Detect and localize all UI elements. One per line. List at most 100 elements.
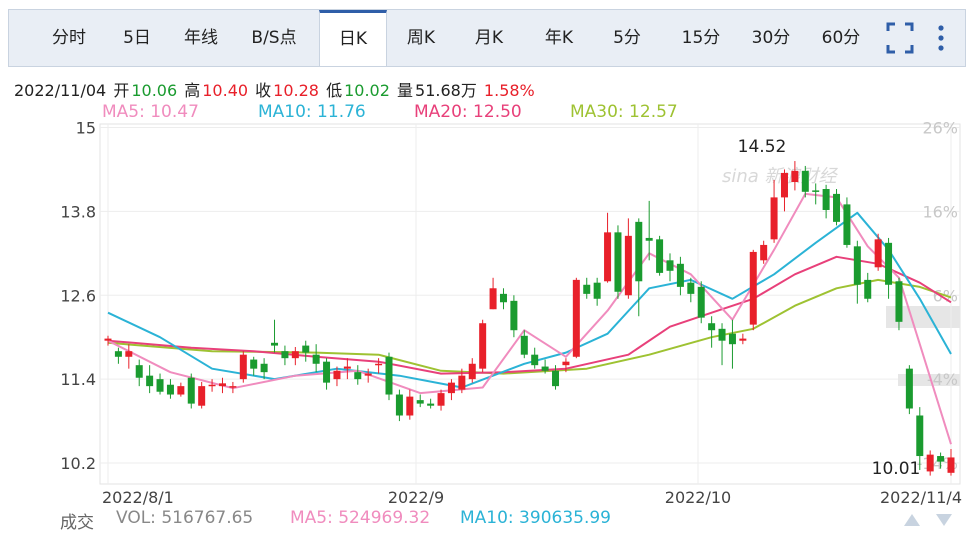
- candle-body: [489, 288, 497, 310]
- quote-summary: 2022/11/04 开 10.06 高 10.40 收 10.28 低 10.02 量…: [14, 77, 537, 101]
- candle: [271, 319, 279, 353]
- tab-yearly-k[interactable]: 年K: [544, 28, 574, 48]
- tab-intraday[interactable]: 分时: [52, 28, 86, 48]
- candle: [593, 277, 601, 306]
- candle: [937, 452, 945, 469]
- candle-body: [614, 232, 622, 292]
- ma20-line: [107, 255, 952, 375]
- price-axis: 15 13.8 12.6 11.4 10.2: [60, 118, 96, 473]
- candle-body: [146, 375, 154, 387]
- candle-body: [708, 323, 716, 331]
- candle-body: [833, 193, 841, 222]
- more-vertical-icon[interactable]: [933, 20, 949, 56]
- candle: [354, 365, 362, 385]
- ma-lines: [107, 192, 952, 445]
- candle-body: [749, 251, 757, 325]
- percent-band: [898, 374, 960, 386]
- tab-60min[interactable]: 60分: [821, 28, 861, 48]
- min-price-label: 10.01: [872, 459, 921, 479]
- price-tick-label: 11.4: [60, 370, 96, 389]
- candle-body: [885, 242, 893, 285]
- candle: [499, 288, 507, 310]
- tab-weekly-k[interactable]: 周K: [406, 28, 436, 48]
- candle: [114, 347, 122, 364]
- candle-body: [333, 370, 341, 380]
- fullscreen-icon[interactable]: [885, 20, 915, 56]
- tab-5day[interactable]: 5日: [123, 28, 151, 48]
- candle-body: [853, 246, 861, 285]
- candle-body: [656, 239, 664, 273]
- tab-monthly-k[interactable]: 月K: [474, 28, 504, 48]
- candle-body: [187, 377, 195, 404]
- candle-body: [323, 361, 331, 383]
- period-tab-bar: 分时 5日 年线 B/S点 日K 周K 月K 年K 5分 15分 30分 60分: [8, 9, 966, 67]
- candle: [218, 377, 226, 394]
- candle: [843, 197, 851, 248]
- price-tick-label: 15: [76, 118, 96, 137]
- vol-ma5: MA5: 524969.32: [290, 508, 431, 528]
- candle-body: [531, 354, 539, 366]
- close-label: 收: [255, 81, 272, 100]
- ma30-line: [107, 278, 952, 375]
- candle-body: [520, 335, 528, 355]
- candle-body: [635, 221, 643, 282]
- tab-daily-k[interactable]: 日K: [319, 10, 387, 66]
- sina-watermark: sina 新浪财经: [722, 166, 839, 187]
- candle-body: [302, 345, 310, 353]
- candle: [562, 358, 570, 373]
- tab-yearline[interactable]: 年线: [184, 28, 218, 48]
- max-price-label: 14.52: [738, 137, 787, 157]
- candle-body: [499, 293, 507, 303]
- percent-tick-label: 26%: [922, 118, 958, 137]
- candle: [833, 189, 841, 226]
- candle: [780, 169, 788, 212]
- vol-value: VOL: 516767.65: [116, 508, 254, 528]
- candle: [333, 366, 341, 387]
- candle: [614, 225, 622, 299]
- tab-5min[interactable]: 5分: [613, 28, 641, 48]
- tab-15min[interactable]: 15分: [681, 28, 721, 48]
- candle: [437, 389, 445, 411]
- percent-tick-label: -14%: [917, 454, 958, 473]
- date-tick-label: 2022/10: [665, 488, 731, 507]
- open-label: 开: [113, 81, 130, 100]
- candle: [229, 381, 237, 394]
- candle-body: [895, 281, 903, 322]
- candle-body: [666, 260, 674, 271]
- candle: [687, 277, 695, 303]
- candle: [905, 365, 913, 415]
- high-label: 高: [184, 81, 201, 100]
- candle: [250, 356, 258, 376]
- candle: [801, 165, 809, 198]
- candle: [885, 237, 893, 299]
- open-value: 10.06: [131, 81, 178, 100]
- candle-body: [541, 366, 549, 371]
- percent-axis: 26% 16% 6% -4% -14%: [917, 118, 958, 473]
- candle: [146, 365, 154, 394]
- candle: [770, 179, 778, 243]
- tab-bs-points[interactable]: B/S点: [251, 28, 297, 48]
- volume-title: 成交: [60, 513, 94, 533]
- volume-value: 51.68万: [415, 81, 477, 100]
- candle-body: [208, 384, 216, 387]
- change-value: 1.58%: [483, 81, 535, 100]
- candle-body: [291, 351, 299, 359]
- candle-body: [416, 400, 424, 404]
- candle-body: [583, 284, 591, 294]
- candle-body: [312, 354, 320, 364]
- candle-body: [229, 386, 237, 388]
- tab-30min[interactable]: 30分: [751, 28, 791, 48]
- candle-body: [864, 279, 872, 299]
- candle: [864, 272, 872, 303]
- candle: [239, 351, 247, 383]
- candle-body: [926, 454, 934, 472]
- candle: [708, 316, 716, 348]
- candle-body: [822, 189, 830, 210]
- candle: [822, 184, 830, 219]
- candle: [135, 359, 143, 387]
- ma10-line: [107, 211, 952, 389]
- percent-band: [886, 306, 960, 328]
- candle-body: [125, 351, 133, 357]
- candle: [343, 358, 351, 380]
- candle-body: [198, 386, 206, 406]
